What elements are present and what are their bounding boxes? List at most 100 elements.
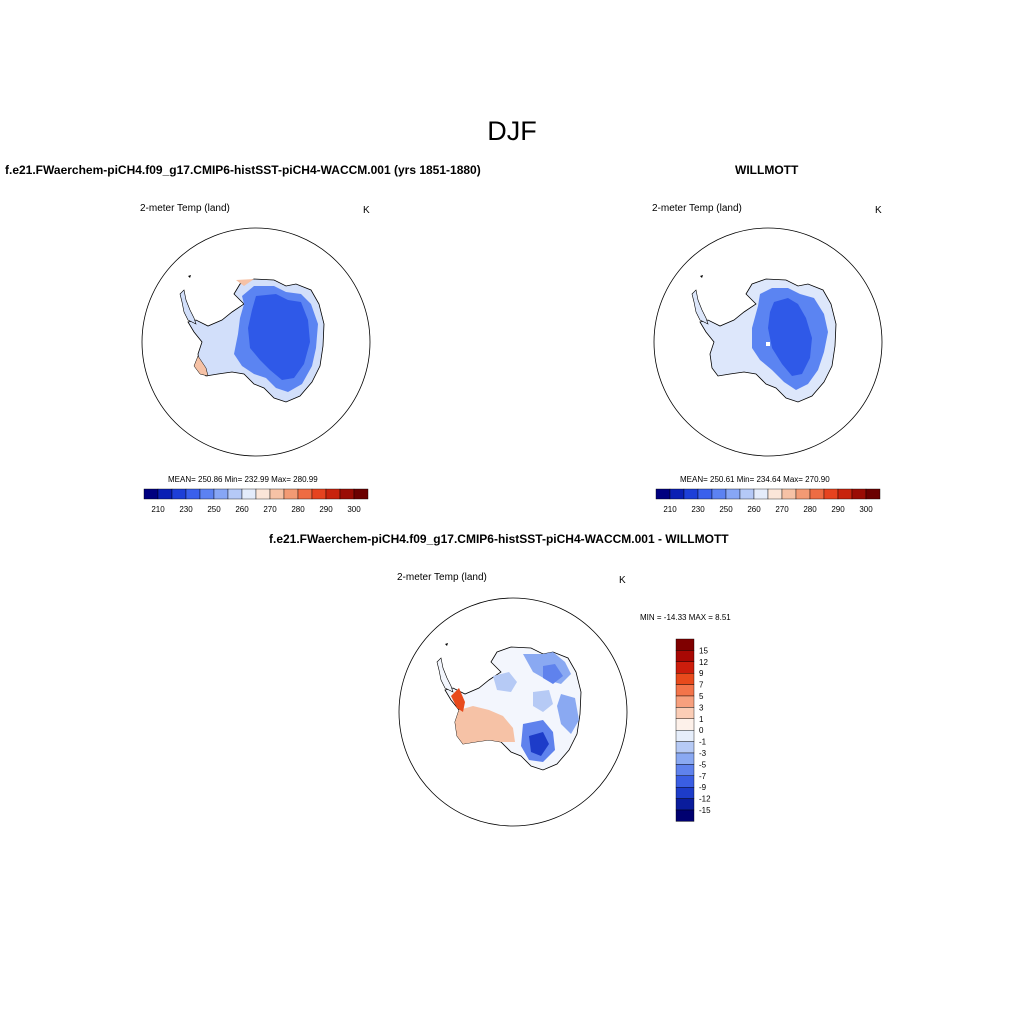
- diff-colorbar-swatch: [675, 684, 695, 697]
- obs-colorbar-swatch: [711, 488, 727, 500]
- model-colorbar-swatch: [143, 488, 159, 500]
- diff-colorbar-label: 7: [699, 681, 704, 690]
- model-colorbar-label: 290: [319, 505, 333, 514]
- model-colorbar-swatch: [255, 488, 271, 500]
- diff-colorbar-swatch: [675, 729, 695, 742]
- diff-colorbar-swatch: [675, 718, 695, 731]
- obs-colorbar: 210 230 250 260 270 280 290 300: [655, 488, 881, 514]
- obs-colorbar-label: 300: [859, 505, 873, 514]
- diff-colorbar-swatch: [675, 650, 695, 662]
- obs-colorbar-swatch: [767, 488, 783, 500]
- obs-colorbar-label: 230: [691, 505, 705, 514]
- model-colorbar-label: 230: [179, 505, 193, 514]
- model-colorbar-swatch: [199, 488, 215, 500]
- season-title: DJF: [487, 116, 537, 146]
- diff-colorbar-label: 15: [699, 646, 708, 655]
- diff-colorbar-label: 12: [699, 658, 708, 667]
- model-colorbar-swatch: [325, 488, 341, 500]
- model-colorbar-swatch: [185, 488, 201, 500]
- obs-colorbar-label: 270: [775, 505, 789, 514]
- model-colorbar: 210 230 250 260 270 280 290 300: [143, 488, 369, 514]
- diff-variable-label: 2-meter Temp (land): [397, 572, 487, 583]
- obs-colorbar-swatch: [753, 488, 769, 500]
- obs-colorbar-swatch: [725, 488, 741, 500]
- obs-colorbar-swatch: [781, 488, 797, 500]
- model-land-field: [179, 275, 325, 403]
- obs-colorbar-swatch: [669, 488, 685, 500]
- diff-colorbar-swatch: [675, 775, 695, 788]
- obs-colorbar-swatch: [865, 488, 881, 500]
- model-colorbar-swatch: [339, 488, 355, 500]
- model-colorbar-label: 260: [235, 505, 249, 514]
- diff-antarctica-map: [398, 597, 628, 827]
- diff-colorbar-swatch: [675, 638, 695, 651]
- diff-units-label: K: [619, 575, 626, 586]
- model-colorbar-swatch: [227, 488, 243, 500]
- obs-colorbar-swatch: [809, 488, 825, 500]
- diff-colorbar-label: 5: [699, 692, 704, 701]
- obs-colorbar-swatch: [823, 488, 839, 500]
- obs-units-label: K: [875, 205, 882, 216]
- model-antarctica-map: [141, 227, 371, 457]
- diff-colorbar-swatch: [675, 752, 695, 765]
- obs-land-field: [691, 275, 837, 403]
- model-colorbar-swatch: [171, 488, 187, 500]
- model-units-label: K: [363, 205, 370, 216]
- diff-colorbar-label: 1: [699, 715, 704, 724]
- diff-minmax: MIN = -14.33 MAX = 8.51: [640, 613, 731, 622]
- obs-colorbar-swatch: [837, 488, 853, 500]
- obs-colorbar-swatch: [697, 488, 713, 500]
- diff-colorbar-swatch: [675, 695, 695, 708]
- diff-colorbar-label: -5: [699, 760, 707, 769]
- diff-colorbar: 15 12 9 7 5 3 1 0 -1 -3 -5 -7 -9 -12 -15: [675, 638, 711, 822]
- diff-colorbar-label: -3: [699, 749, 707, 758]
- obs-panel-title: WILLMOTT: [735, 163, 799, 177]
- diff-colorbar-swatch: [675, 661, 695, 674]
- model-colorbar-label: 250: [207, 505, 221, 514]
- diff-colorbar-swatch: [675, 809, 695, 822]
- diff-colorbar-swatch: [675, 741, 695, 754]
- obs-colorbar-swatches: [655, 488, 881, 500]
- obs-colorbar-swatch: [683, 488, 699, 500]
- model-colorbar-label: 280: [291, 505, 305, 514]
- model-colorbar-swatch: [353, 488, 369, 500]
- diff-panel-title: f.e21.FWaerchem-piCH4.f09_g17.CMIP6-hist…: [269, 532, 729, 546]
- model-colorbar-swatch: [283, 488, 299, 500]
- obs-colorbar-swatch: [851, 488, 867, 500]
- obs-colorbar-swatch: [739, 488, 755, 500]
- obs-stats: MEAN= 250.61 Min= 234.64 Max= 270.90: [680, 475, 830, 484]
- obs-colorbar-label: 210: [663, 505, 677, 514]
- model-colorbar-swatch: [311, 488, 327, 500]
- obs-colorbar-label: 280: [803, 505, 817, 514]
- diff-colorbar-label: -1: [699, 738, 707, 747]
- diff-colorbar-swatch: [675, 707, 695, 720]
- obs-colorbar-swatch: [655, 488, 671, 500]
- diff-colorbar-label: -9: [699, 783, 707, 792]
- model-colorbar-swatch: [241, 488, 257, 500]
- obs-colorbar-swatch: [795, 488, 811, 500]
- diff-colorbar-label: -15: [699, 806, 711, 815]
- model-colorbar-swatch: [157, 488, 173, 500]
- diff-colorbar-swatch: [675, 764, 695, 777]
- model-colorbar-label: 270: [263, 505, 277, 514]
- diff-colorbar-swatches: [675, 638, 695, 822]
- diff-colorbar-swatch: [675, 673, 695, 685]
- diff-colorbar-label: 3: [699, 703, 704, 712]
- model-colorbar-swatch: [297, 488, 313, 500]
- model-colorbar-label: 300: [347, 505, 361, 514]
- diff-land-field: [436, 643, 582, 771]
- diff-colorbar-label: -12: [699, 795, 711, 804]
- model-panel-title: f.e21.FWaerchem-piCH4.f09_g17.CMIP6-hist…: [5, 163, 481, 177]
- obs-variable-label: 2-meter Temp (land): [652, 203, 742, 214]
- obs-colorbar-label: 290: [831, 505, 845, 514]
- model-stats: MEAN= 250.86 Min= 232.99 Max= 280.99: [168, 475, 318, 484]
- model-colorbar-swatches: [143, 488, 369, 500]
- obs-colorbar-label: 260: [747, 505, 761, 514]
- diff-colorbar-label: 9: [699, 669, 704, 678]
- diff-colorbar-label: 0: [699, 726, 704, 735]
- diff-colorbar-swatch: [675, 786, 695, 799]
- model-colorbar-swatch: [269, 488, 285, 500]
- diff-colorbar-swatch: [675, 798, 695, 811]
- model-variable-label: 2-meter Temp (land): [140, 203, 230, 214]
- model-colorbar-swatch: [213, 488, 229, 500]
